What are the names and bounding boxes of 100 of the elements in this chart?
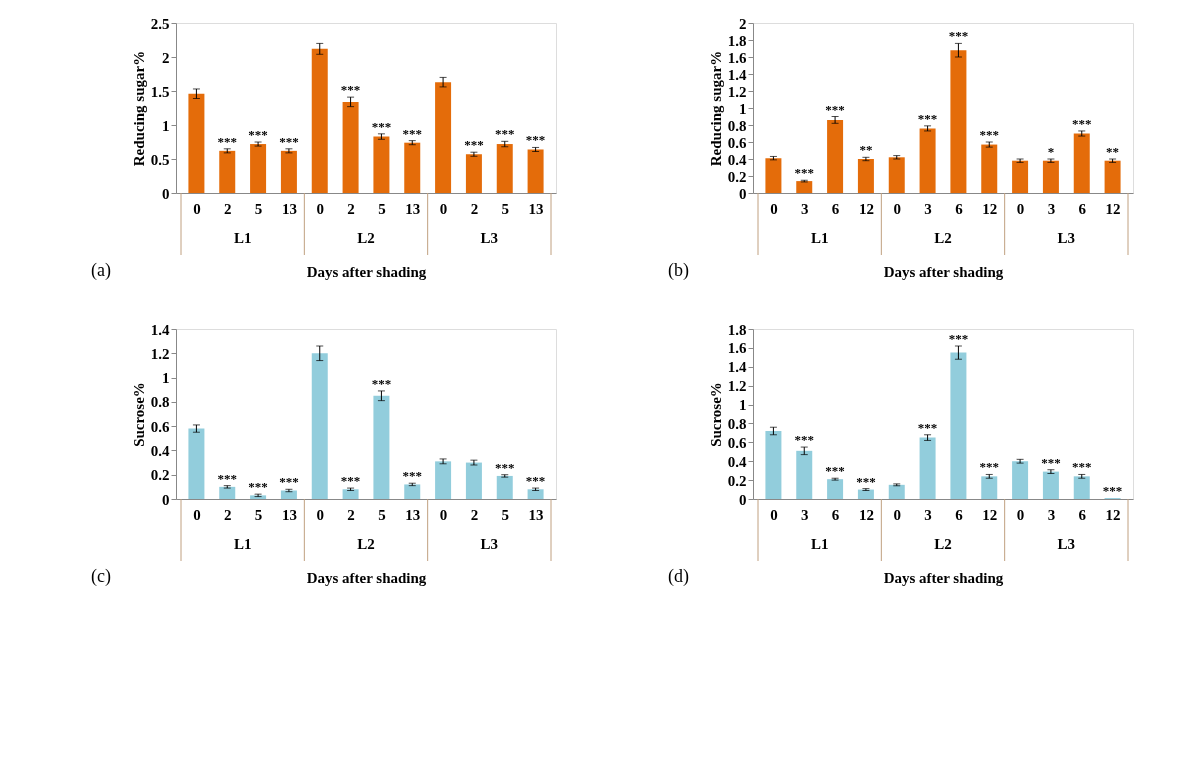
bar <box>311 48 328 193</box>
y-tick-label: 0.8 <box>727 415 747 432</box>
x-tick-label: 0 <box>1016 506 1025 523</box>
x-tick-label: 6 <box>1078 506 1087 523</box>
y-tick-label: 0.6 <box>727 134 747 151</box>
text: (b) <box>668 260 689 281</box>
bar <box>435 461 452 499</box>
x-tick-label: 6 <box>831 200 840 217</box>
y-tick-label: 0.6 <box>150 418 170 435</box>
y-tick-label: 0.2 <box>727 168 747 185</box>
x-tick-label: 5 <box>378 200 386 217</box>
bar <box>950 50 967 193</box>
bar <box>496 475 513 499</box>
text: L1 <box>233 536 252 552</box>
text: L1 <box>810 536 829 552</box>
x-tick-label: 13 <box>281 506 297 523</box>
y-tick-label: 1.6 <box>727 49 747 66</box>
x-tick-label: 5 <box>501 200 509 217</box>
y-tick-label: 1.8 <box>727 32 747 49</box>
x-tick-label: 6 <box>1078 200 1087 217</box>
bar <box>827 479 844 499</box>
data-label: * <box>1047 144 1055 159</box>
bar <box>765 158 782 193</box>
bar <box>888 484 905 499</box>
data-label: *** <box>371 375 392 391</box>
x-tick-label: 13 <box>528 506 544 523</box>
x-tick-label: 13 <box>281 200 297 217</box>
x-tick-label: 2 <box>347 200 355 217</box>
bar <box>250 144 267 193</box>
y-tick-label: 0.6 <box>727 434 747 451</box>
y-tick-label: 2 <box>739 15 747 32</box>
data-label: *** <box>948 28 969 44</box>
bar <box>1073 133 1090 193</box>
x-tick-label: 3 <box>924 200 932 217</box>
x-tick-label: 12 <box>982 506 998 523</box>
text: L3 <box>1057 230 1076 246</box>
y-tick-label: 1 <box>162 370 170 387</box>
data-label: *** <box>525 473 546 489</box>
x-tick-label: 3 <box>801 200 809 217</box>
data-label: *** <box>979 459 999 475</box>
data-label: *** <box>825 101 845 117</box>
bar <box>219 486 236 499</box>
x-tick-label: 0 <box>193 506 201 523</box>
x-tick-label: 0 <box>439 506 448 523</box>
text: (a) <box>91 260 111 281</box>
x-tick-label: 3 <box>801 506 809 523</box>
x-tick-label: 6 <box>955 200 964 217</box>
x-tick-label: 13 <box>405 506 421 523</box>
x-tick-label: 3 <box>1047 506 1056 523</box>
x-tick-label: 0 <box>316 200 324 217</box>
bar <box>981 144 998 193</box>
x-tick-label: 2 <box>347 506 355 523</box>
x-tick-label: 0 <box>770 200 778 217</box>
bar <box>796 450 813 499</box>
data-label: *** <box>340 473 361 489</box>
text: L3 <box>480 230 499 246</box>
x-tick-label: 5 <box>254 506 263 523</box>
text: L2 <box>934 230 952 246</box>
x-tick-label: 0 <box>1016 200 1025 217</box>
y-tick-label: 1 <box>162 117 170 134</box>
bar <box>857 489 874 499</box>
x-axis-title: Days after shading <box>306 569 427 586</box>
y-axis-title: Sucrose% <box>130 382 147 447</box>
y-tick-label: 1 <box>739 100 747 117</box>
x-tick-label: 13 <box>528 200 544 217</box>
y-tick-label: 2 <box>162 49 170 66</box>
bar <box>981 476 998 499</box>
data-label: *** <box>495 126 515 142</box>
y-tick-label: 0.4 <box>727 453 747 470</box>
bar <box>280 150 297 193</box>
data-label: *** <box>1072 459 1092 475</box>
bar <box>404 142 421 193</box>
data-label: *** <box>948 331 969 346</box>
bar <box>1042 471 1059 499</box>
x-tick-label: 5 <box>254 200 263 217</box>
bar <box>827 119 844 193</box>
bar <box>1073 476 1090 499</box>
y-tick-label: 1.4 <box>727 66 747 83</box>
data-label: *** <box>279 474 299 490</box>
x-tick-label: 0 <box>893 506 901 523</box>
x-tick-label: 13 <box>405 200 421 217</box>
bar <box>1042 160 1059 193</box>
x-tick-label: 0 <box>316 506 324 523</box>
x-tick-label: 2 <box>470 506 479 523</box>
text: L2 <box>357 230 375 246</box>
bar <box>527 489 544 499</box>
y-tick-label: 0.8 <box>150 394 170 411</box>
y-axis-title: Sucrose% <box>707 382 724 447</box>
x-axis-title: Days after shading <box>883 263 1004 280</box>
bar <box>527 149 544 193</box>
data-label: *** <box>248 479 268 495</box>
data-label: *** <box>495 459 515 475</box>
bar <box>188 93 205 193</box>
bar <box>919 437 936 499</box>
bar <box>1012 160 1029 193</box>
y-tick-label: 0.5 <box>150 151 170 168</box>
data-label: *** <box>371 118 392 134</box>
bar <box>311 353 328 499</box>
x-axis-title: Days after shading <box>883 569 1004 586</box>
bar <box>435 82 452 193</box>
